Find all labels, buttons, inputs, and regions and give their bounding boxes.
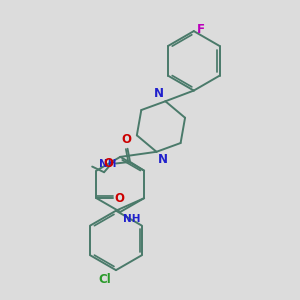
Text: O: O bbox=[115, 192, 124, 205]
Text: Cl: Cl bbox=[98, 273, 111, 286]
Text: O: O bbox=[121, 133, 131, 146]
Text: NH: NH bbox=[123, 214, 140, 224]
Text: N: N bbox=[154, 87, 164, 100]
Text: O: O bbox=[104, 157, 114, 170]
Text: N: N bbox=[158, 153, 168, 166]
Text: NH: NH bbox=[99, 159, 116, 169]
Text: F: F bbox=[197, 23, 205, 36]
